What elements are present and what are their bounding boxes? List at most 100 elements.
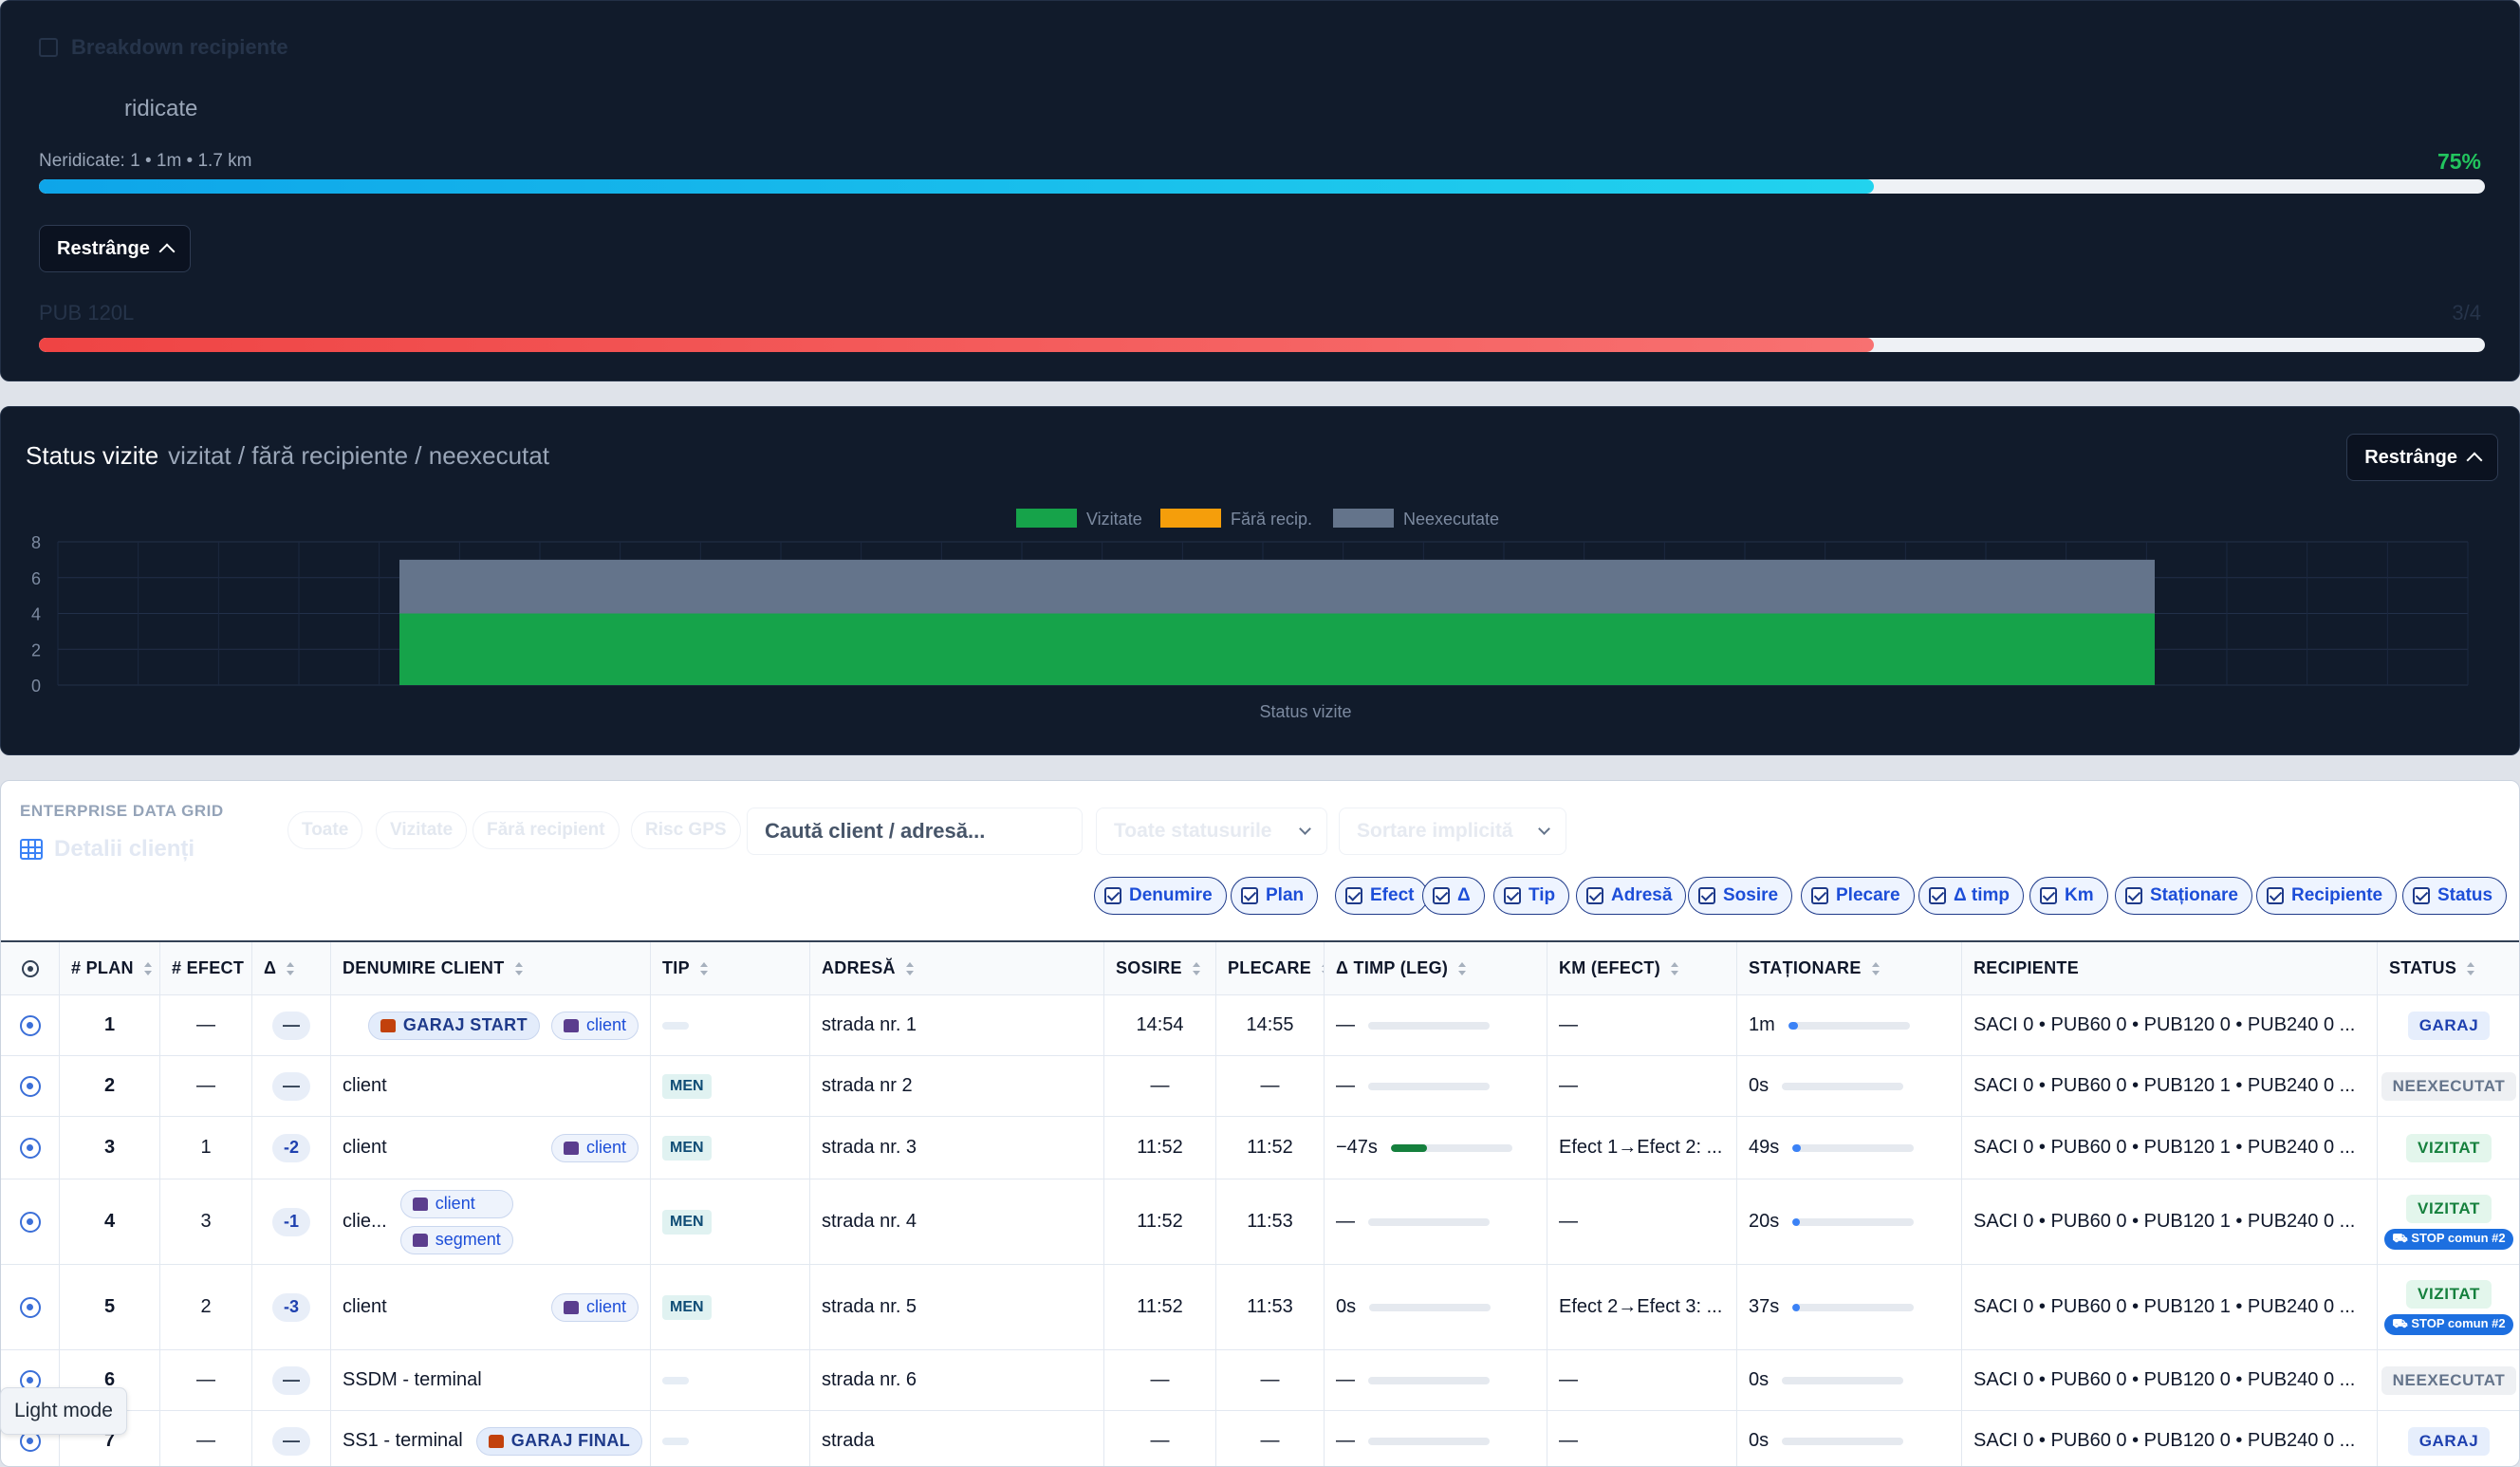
stationing-bar xyxy=(1782,1437,1904,1445)
header-stationare[interactable]: STAȚIONARE xyxy=(1737,942,1962,994)
table-row[interactable]: 5 2 -3 client client MEN strada nr. 5 11:52 11:5… xyxy=(1,1265,2519,1350)
header-plecare[interactable]: PLECARE xyxy=(1216,942,1325,994)
chart-y-tick: 4 xyxy=(31,605,41,624)
garage-chip[interactable]: GARAJ START xyxy=(367,1011,540,1040)
cell-plan: 1 xyxy=(60,995,160,1055)
truck-icon xyxy=(563,1141,579,1155)
chip-group: GARAJ FINAL xyxy=(475,1426,643,1456)
tag-chip[interactable]: client xyxy=(399,1189,513,1218)
status-chart-panel: Status vizite vizitat / fără recipiente /… xyxy=(0,406,2520,755)
table-row[interactable]: 2 — — client MEN strada nr 2 — — — — 0s SACI 0 • PU… xyxy=(1,1056,2519,1117)
column-toggle-12[interactable]: Recipiente xyxy=(2256,877,2398,915)
containers-summary: SACI 0 • PUB60 0 • PUB120 0 • PUB240 0 .… xyxy=(1973,1014,2356,1035)
client-name: client xyxy=(343,1137,387,1158)
sort-icon[interactable] xyxy=(905,961,915,975)
filter-toate[interactable]: Toate xyxy=(287,811,363,849)
column-toggle-4[interactable]: Δ xyxy=(1422,877,1485,915)
header-delta[interactable]: Δ xyxy=(252,942,331,994)
cell-recipiente: SACI 0 • PUB60 0 • PUB120 1 • PUB240 0 .… xyxy=(1962,1056,2378,1116)
stationing-fill xyxy=(1792,1303,1801,1311)
cell-sosire: 11:52 xyxy=(1104,1117,1216,1179)
tag-chip[interactable]: segment xyxy=(399,1225,513,1254)
header-dtimp[interactable]: Δ TIMP (LEG) xyxy=(1325,942,1547,994)
cell-name: client client xyxy=(331,1265,651,1349)
chart-y-tick: 8 xyxy=(31,533,41,552)
table-row[interactable]: 1 — — GARAJ START client strada nr. 1 14:54 14:… xyxy=(1,995,2519,1056)
table-row[interactable]: 6 — — SSDM - terminal strada nr. 6 — — — — 0s SACI… xyxy=(1,1350,2519,1411)
header-recipiente[interactable]: RECIPIENTE xyxy=(1962,942,2378,994)
tip-badge: MEN xyxy=(662,1073,712,1099)
locate-icon[interactable] xyxy=(19,1137,41,1159)
tag-chip[interactable]: client xyxy=(550,1011,639,1040)
locate-icon[interactable] xyxy=(19,1211,41,1233)
breakdown-title: Breakdown recipiente xyxy=(39,35,288,60)
stationing-bar xyxy=(1782,1082,1904,1090)
locate-icon[interactable] xyxy=(19,1014,41,1036)
header-label: # PLAN xyxy=(71,958,134,977)
sort-icon[interactable] xyxy=(143,961,153,975)
header-efect[interactable]: # EFECT xyxy=(160,942,252,994)
header-plan[interactable]: # PLAN xyxy=(60,942,160,994)
locate-icon[interactable] xyxy=(19,1296,41,1318)
plan-number: 6 xyxy=(103,1369,116,1390)
search-input[interactable] xyxy=(747,808,1083,855)
collapse-breakdown-button[interactable]: Restrânge xyxy=(39,225,191,272)
column-toggle-1[interactable]: Denumire xyxy=(1094,877,1227,915)
status-select[interactable]: Toate statusurile xyxy=(1096,808,1327,855)
column-toggle-8[interactable]: Plecare xyxy=(1801,877,1915,915)
sort-icon[interactable] xyxy=(286,961,295,975)
collapse-chart-button[interactable]: Restrânge xyxy=(2346,434,2498,481)
checkbox-icon xyxy=(1811,887,1828,904)
cell-sosire: — xyxy=(1104,1350,1216,1410)
cell-delta: — xyxy=(252,1350,331,1410)
header-adresa[interactable]: ADRESĂ xyxy=(810,942,1104,994)
header-km[interactable]: KM (EFECT) xyxy=(1547,942,1737,994)
filter-risc-gps[interactable]: Risc GPS xyxy=(631,811,741,849)
sort-icon[interactable] xyxy=(1457,961,1467,975)
sort-icon[interactable] xyxy=(2466,961,2475,975)
header-name[interactable]: DENUMIRE CLIENT xyxy=(331,942,651,994)
status-badge: GARAJ xyxy=(2407,1426,2491,1456)
km-value: Efect 1→Efect 2: ... xyxy=(1559,1137,1723,1158)
table-row[interactable]: 7 — — SS1 - terminal GARAJ FINAL strada — — — — 0s… xyxy=(1,1411,2519,1466)
tip-placeholder xyxy=(662,1437,689,1445)
column-toggle-3[interactable]: Efect xyxy=(1335,877,1429,915)
column-toggle-11[interactable]: Staționare xyxy=(2115,877,2252,915)
tag-chip[interactable]: client xyxy=(550,1292,639,1322)
garage-chip[interactable]: GARAJ FINAL xyxy=(475,1426,643,1456)
column-toggle-9[interactable]: Δ timp xyxy=(1918,877,2025,915)
column-toggle-7[interactable]: Sosire xyxy=(1688,877,1793,915)
sort-icon[interactable] xyxy=(1192,961,1201,975)
column-toggle-13[interactable]: Status xyxy=(2402,877,2508,915)
cell-plecare: 11:52 xyxy=(1216,1117,1325,1179)
table-row[interactable]: 3 1 -2 client client MEN strada nr. 3 11:52 11:5… xyxy=(1,1117,2519,1179)
sort-icon[interactable] xyxy=(699,961,709,975)
sort-select[interactable]: Sortare implicită xyxy=(1339,808,1566,855)
table-row[interactable]: 4 3 -1 clie... client segment MEN strada nr. 4 1… xyxy=(1,1179,2519,1265)
tag-chip[interactable]: client xyxy=(550,1133,639,1162)
locate-icon[interactable] xyxy=(21,959,39,977)
status-chart: 0 2 4 6 8 Status vizite Vizitate Fără recip. Nee… xyxy=(31,509,2469,721)
grid-label: ENTERPRISE DATA GRID xyxy=(20,802,224,820)
cell-status: NEEXECUTAT xyxy=(2378,1056,2519,1116)
filter-fara-recipient[interactable]: Fără recipient xyxy=(472,811,620,849)
checkbox-icon xyxy=(2413,887,2430,904)
sort-icon[interactable] xyxy=(514,961,524,975)
column-toggle-5[interactable]: Tip xyxy=(1493,877,1570,915)
column-toggle-6[interactable]: Adresă xyxy=(1576,877,1687,915)
cell-dtimp: — xyxy=(1325,1179,1547,1264)
header-status[interactable]: STATUS xyxy=(2378,942,2519,994)
sort-icon[interactable] xyxy=(1670,961,1679,975)
theme-tooltip: Light mode xyxy=(0,1387,127,1435)
sort-icon[interactable] xyxy=(1871,961,1881,975)
header-label: KM (EFECT) xyxy=(1559,958,1660,977)
status-stack: NEEXECUTAT xyxy=(2381,1365,2517,1395)
column-toggle-10[interactable]: Km xyxy=(2029,877,2108,915)
header-sosire[interactable]: SOSIRE xyxy=(1104,942,1216,994)
column-toggle-2[interactable]: Plan xyxy=(1231,877,1319,915)
locate-icon[interactable] xyxy=(19,1075,41,1097)
table-icon xyxy=(20,839,43,860)
header-label: Δ xyxy=(264,958,277,977)
filter-vizitate[interactable]: Vizitate xyxy=(376,811,468,849)
header-tip[interactable]: TIP xyxy=(651,942,810,994)
